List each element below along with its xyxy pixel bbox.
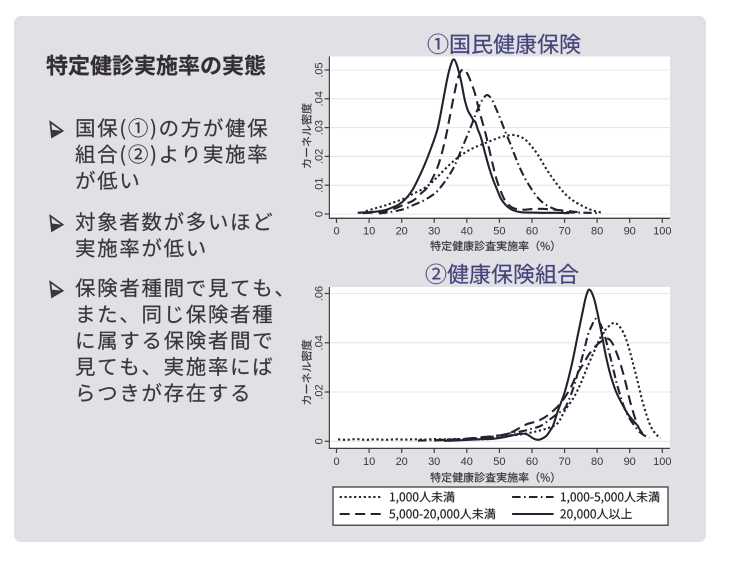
svg-text:.03: .03 (314, 120, 326, 135)
svg-text:60: 60 (526, 456, 538, 468)
svg-text:0: 0 (314, 211, 326, 217)
svg-text:100: 100 (653, 456, 671, 468)
svg-text:80: 80 (591, 226, 603, 238)
svg-text:.04: .04 (314, 335, 326, 350)
svg-text:0: 0 (333, 226, 339, 238)
svg-text:10: 10 (363, 456, 375, 468)
svg-text:30: 30 (428, 226, 440, 238)
svg-text:0: 0 (333, 456, 339, 468)
svg-text:90: 90 (624, 226, 636, 238)
svg-text:60: 60 (526, 226, 538, 238)
svg-text:.05: .05 (314, 62, 326, 77)
svg-text:.02: .02 (314, 149, 326, 164)
svg-text:100: 100 (653, 226, 671, 238)
svg-text:70: 70 (558, 456, 570, 468)
svg-text:10: 10 (363, 226, 375, 238)
svg-text:90: 90 (624, 456, 636, 468)
svg-text:20: 20 (396, 226, 408, 238)
svg-text:.01: .01 (314, 178, 326, 193)
svg-text:20: 20 (396, 456, 408, 468)
svg-text:.06: .06 (314, 286, 326, 301)
svg-text:0: 0 (314, 438, 326, 444)
svg-text:40: 40 (461, 456, 473, 468)
svg-text:30: 30 (428, 456, 440, 468)
svg-text:40: 40 (461, 226, 473, 238)
svg-text:.02: .02 (314, 384, 326, 399)
svg-text:50: 50 (493, 456, 505, 468)
svg-text:70: 70 (558, 226, 570, 238)
svg-text:.04: .04 (314, 91, 326, 106)
svg-text:80: 80 (591, 456, 603, 468)
svg-text:50: 50 (493, 226, 505, 238)
